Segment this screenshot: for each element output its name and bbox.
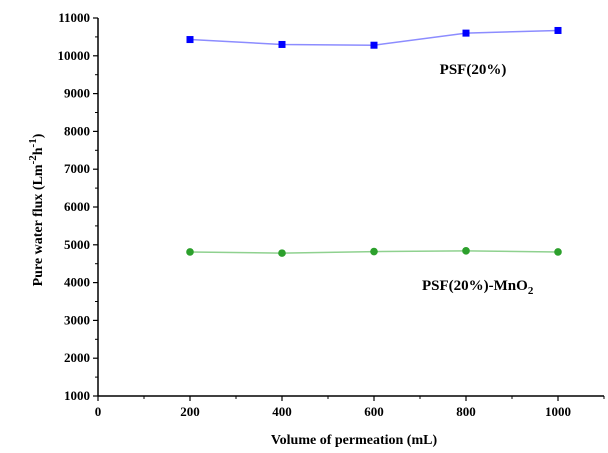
data-point-circle [370,247,378,256]
y-axis-title-close: ) [31,133,46,138]
y-tick-label: 8000 [64,123,90,138]
series-label-psf20-mno2: PSF(20%)-MnO2 [422,278,534,297]
data-point-square [462,29,470,37]
series-label-psf20: PSF(20%) [440,62,507,78]
y-tick-label: 9000 [64,86,90,101]
y-tick-label: 3000 [64,312,90,327]
x-tick-label: 800 [456,404,476,419]
y-tick-label: 5000 [64,237,90,252]
data-point-square [370,41,378,49]
series-label-psf20-mno2-sub: 2 [528,285,534,297]
y-tick-label: 1000 [64,388,90,403]
y-axis-title-mid: h [31,147,46,155]
data-point-square [554,26,562,34]
data-point-circle [462,247,470,255]
y-tick-label: 2000 [64,350,90,365]
data-point-circle [554,248,562,256]
data-point-square [186,36,194,44]
y-tick-label: 11000 [58,10,90,25]
y-tick-label: 4000 [64,275,90,290]
y-tick-label: 6000 [64,199,90,214]
series-layer [186,26,562,257]
x-tick-label: 400 [272,404,292,419]
x-axis-title: Volume of permeation (mL) [271,433,438,448]
x-tick-label: 1000 [545,404,571,419]
y-tick-label: 7000 [64,161,90,176]
data-point-circle [186,248,194,256]
x-tick-label: 600 [364,404,384,419]
y-ticks: 1000 2000 3000 4000 5000 6000 7000 8000 9000 1000… [58,10,98,403]
axes [97,18,604,397]
series-label-psf20-mno2-main: PSF(20%)-MnO [422,278,528,294]
data-point-circle [278,249,286,257]
y-axis-title-sup1: -2 [27,155,39,165]
x-ticks: 0 200 400 600 800 1000 [95,396,605,419]
data-point-square [278,40,286,48]
y-axis-title: Pure water flux (Lm-2h-1) [27,133,46,286]
y-axis-title-sup2: -1 [27,138,39,147]
x-tick-label: 0 [95,404,102,419]
y-tick-label: 10000 [58,48,91,63]
x-tick-label: 200 [180,404,200,419]
y-axis-title-main: Pure water flux (Lm [31,164,46,286]
